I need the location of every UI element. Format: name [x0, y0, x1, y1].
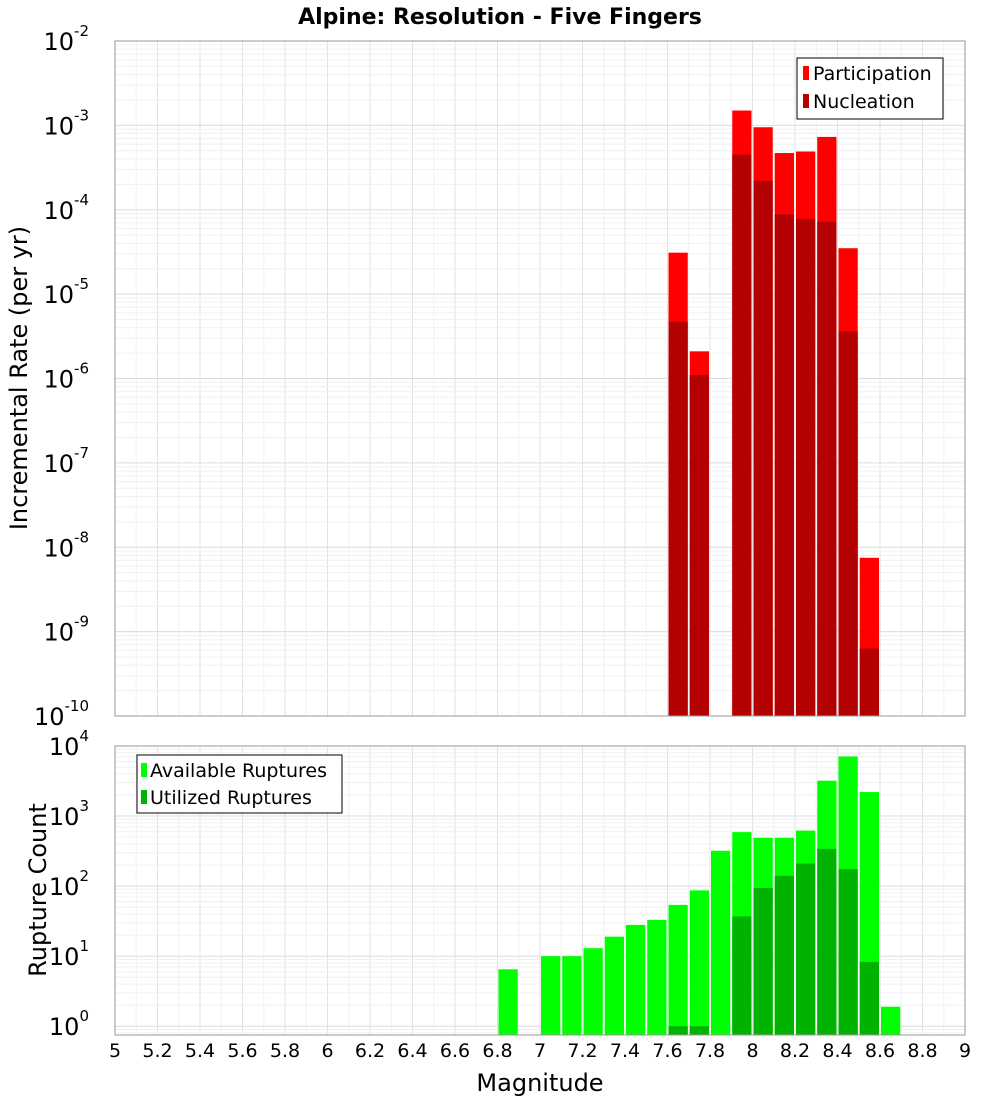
- available-ruptures-bar: [583, 948, 603, 1035]
- available-ruptures-bar: [881, 1006, 901, 1035]
- rate-y-axis-label: Incremental Rate (per yr): [5, 226, 33, 530]
- utilized-ruptures-bar: [838, 869, 858, 1035]
- y-tick-label: 10-4: [43, 191, 89, 225]
- available-ruptures-bar: [626, 924, 646, 1035]
- rate-grid: [114, 40, 966, 717]
- nucleation-bar: [796, 218, 816, 716]
- y-tick-label: 10-5: [43, 275, 89, 309]
- y-tick-label: 102: [49, 867, 89, 901]
- x-tick-label: 5.8: [270, 1040, 300, 1062]
- rate-legend: Participation Nucleation: [796, 57, 944, 120]
- nucleation-bar: [689, 375, 709, 716]
- nucleation-legend-label: Nucleation: [813, 91, 915, 113]
- y-tick-label: 104: [49, 727, 89, 761]
- available-ruptures-bar: [541, 956, 561, 1035]
- available-ruptures-legend-swatch: [141, 763, 147, 777]
- available-ruptures-bar: [498, 969, 518, 1035]
- x-axis-label: Magnitude: [476, 1069, 603, 1097]
- participation-legend-label: Participation: [813, 63, 932, 85]
- count-plot-frame: [114, 745, 966, 1036]
- nucleation-bar: [668, 321, 688, 716]
- x-tick-label: 7.6: [652, 1040, 682, 1062]
- x-tick-label: 5.2: [142, 1040, 172, 1062]
- y-tick-label: 10-7: [43, 444, 89, 478]
- x-tick-label: 6.8: [482, 1040, 512, 1062]
- count-legend: Available Ruptures Utilized Ruptures: [136, 754, 343, 814]
- available-ruptures-legend-label: Available Ruptures: [150, 760, 327, 782]
- utilized-ruptures-bar: [753, 888, 773, 1035]
- x-tick-label: 9: [959, 1040, 971, 1062]
- utilized-ruptures-bar: [774, 875, 794, 1035]
- y-tick-label: 10-3: [43, 106, 89, 140]
- x-tick-label: 7: [534, 1040, 546, 1062]
- x-tick-label: 6: [321, 1040, 333, 1062]
- rate-plot-frame: [114, 40, 966, 717]
- x-tick-label: 8.2: [780, 1040, 810, 1062]
- y-tick-label: 103: [49, 797, 89, 831]
- available-ruptures-bar: [668, 904, 688, 1035]
- y-tick-label: 101: [49, 937, 89, 971]
- rate-bars: [668, 110, 879, 717]
- utilized-ruptures-bar: [689, 1026, 709, 1035]
- y-tick-label: 10-10: [34, 697, 89, 731]
- count-legend-box: [136, 754, 343, 814]
- utilized-ruptures-bar: [796, 863, 816, 1035]
- y-tick-label: 10-8: [43, 528, 89, 562]
- count-bars: [498, 756, 901, 1035]
- available-ruptures-bar: [604, 936, 624, 1035]
- rate-legend-box: [796, 57, 944, 120]
- x-tick-label: 6.2: [355, 1040, 385, 1062]
- count-y-axis-label: Rupture Count: [24, 803, 52, 977]
- available-ruptures-bar: [562, 956, 582, 1035]
- x-tick-label: 7.2: [567, 1040, 597, 1062]
- count-y-ticks: 100 101 102 103 104: [49, 727, 89, 1041]
- y-tick-label: 10-6: [43, 360, 89, 394]
- x-tick-label: 8.6: [865, 1040, 895, 1062]
- y-tick-label: 10-2: [43, 22, 89, 56]
- x-tick-label: 7.4: [610, 1040, 640, 1062]
- y-tick-label: 10-9: [43, 613, 89, 647]
- chart-title: Alpine: Resolution - Five Fingers: [298, 5, 702, 30]
- y-tick-label: 100: [49, 1007, 89, 1041]
- x-tick-label: 5: [109, 1040, 121, 1062]
- x-tick-label: 5.6: [227, 1040, 257, 1062]
- utilized-ruptures-legend-swatch: [141, 790, 147, 804]
- nucleation-bar: [838, 331, 858, 716]
- nucleation-bar: [859, 648, 879, 716]
- x-tick-label: 6.4: [397, 1040, 427, 1062]
- x-tick-label: 5.4: [185, 1040, 215, 1062]
- available-ruptures-bar: [647, 919, 667, 1035]
- utilized-ruptures-bar: [732, 916, 752, 1035]
- nucleation-bar: [753, 180, 773, 716]
- available-ruptures-bar: [711, 850, 731, 1035]
- x-tick-label: 8: [746, 1040, 758, 1062]
- x-tick-label: 7.8: [695, 1040, 725, 1062]
- utilized-ruptures-bar: [668, 1026, 688, 1035]
- nucleation-bar: [732, 154, 752, 716]
- available-ruptures-bar: [689, 890, 709, 1035]
- utilized-ruptures-bar: [817, 848, 837, 1035]
- nucleation-bar: [817, 221, 837, 716]
- utilized-ruptures-bar: [859, 961, 879, 1035]
- x-tick-label: 8.4: [822, 1040, 852, 1062]
- utilized-ruptures-legend-label: Utilized Ruptures: [150, 787, 312, 809]
- nucleation-bar: [774, 214, 794, 717]
- x-tick-label: 8.8: [907, 1040, 937, 1062]
- rate-y-ticks: 10-10 10-9 10-8 10-7 10-6 10-5 10-4 10-3 10-2: [34, 22, 89, 731]
- participation-legend-swatch: [803, 66, 809, 80]
- count-x-ticks: 5 5.2 5.4 5.6 5.8 6 6.2 6.4 6.6 6.8 7 7.2 7.4 7.6 7.8 8…: [109, 1040, 971, 1062]
- x-tick-label: 6.6: [440, 1040, 470, 1062]
- nucleation-legend-swatch: [803, 94, 809, 108]
